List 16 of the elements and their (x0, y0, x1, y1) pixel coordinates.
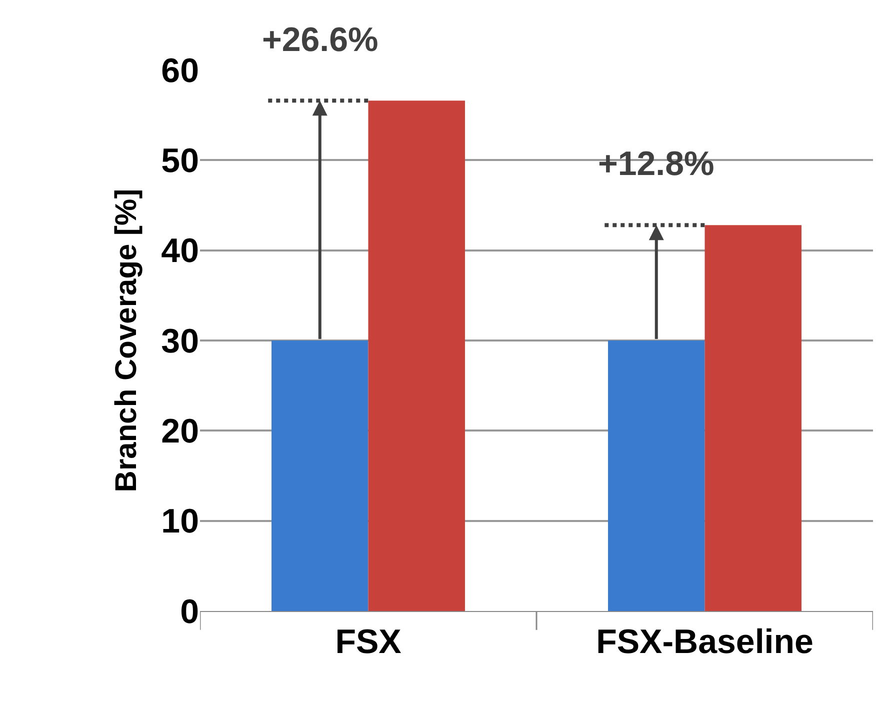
y-tick-label: 40 (161, 232, 199, 270)
y-tick-label: 0 (180, 592, 199, 631)
y-tick-label: 60 (161, 52, 199, 90)
y-axis-title: Branch Coverage [%] (110, 188, 144, 492)
bar (368, 100, 465, 611)
bar (272, 340, 368, 611)
y-tick-label: 50 (161, 142, 199, 180)
y-tick-label: 30 (161, 322, 199, 360)
y-tick-label: 10 (161, 502, 199, 541)
y-tick-label: 20 (161, 412, 199, 451)
bar (608, 340, 705, 611)
x-tick-label: FSX (335, 622, 402, 661)
annotation: +26.6% (262, 21, 378, 59)
bar (704, 225, 802, 611)
annotation: +12.8% (598, 145, 714, 183)
x-tick-label: FSX-Baseline (596, 622, 814, 661)
